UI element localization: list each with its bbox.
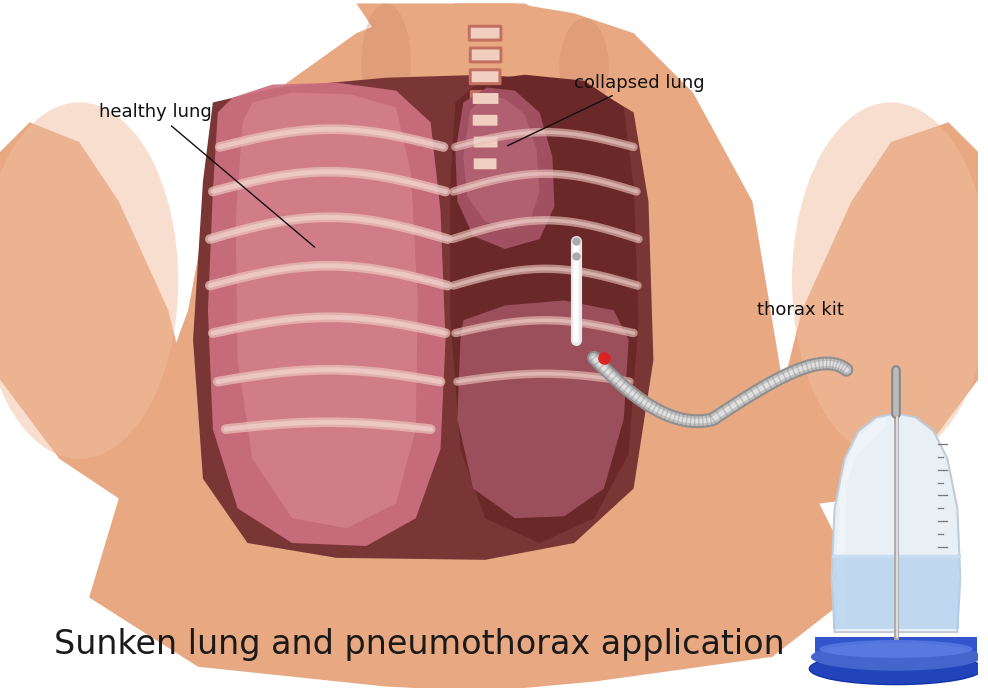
- Polygon shape: [815, 637, 977, 657]
- Ellipse shape: [809, 653, 983, 685]
- Polygon shape: [773, 122, 978, 509]
- FancyBboxPatch shape: [469, 112, 501, 129]
- FancyBboxPatch shape: [471, 71, 499, 82]
- Polygon shape: [207, 83, 446, 546]
- Text: healthy lung: healthy lung: [99, 104, 315, 247]
- Polygon shape: [455, 88, 554, 249]
- FancyBboxPatch shape: [472, 115, 498, 126]
- Polygon shape: [0, 122, 198, 509]
- Polygon shape: [837, 417, 886, 627]
- Polygon shape: [833, 556, 959, 629]
- FancyBboxPatch shape: [470, 133, 501, 151]
- Ellipse shape: [792, 102, 988, 459]
- FancyBboxPatch shape: [473, 137, 498, 147]
- FancyBboxPatch shape: [470, 155, 500, 172]
- Polygon shape: [235, 93, 418, 528]
- Polygon shape: [451, 75, 638, 543]
- Text: thorax kit: thorax kit: [758, 301, 844, 319]
- Text: collapsed lung: collapsed lung: [508, 74, 704, 146]
- Ellipse shape: [362, 3, 411, 122]
- FancyBboxPatch shape: [469, 90, 502, 107]
- FancyBboxPatch shape: [470, 28, 500, 39]
- Polygon shape: [89, 3, 862, 691]
- Polygon shape: [832, 413, 960, 632]
- FancyBboxPatch shape: [473, 158, 497, 169]
- FancyBboxPatch shape: [472, 93, 499, 104]
- Polygon shape: [193, 75, 653, 560]
- FancyBboxPatch shape: [468, 68, 502, 85]
- Ellipse shape: [0, 102, 178, 459]
- Ellipse shape: [819, 640, 972, 658]
- FancyBboxPatch shape: [468, 46, 503, 64]
- Ellipse shape: [811, 643, 981, 671]
- FancyBboxPatch shape: [467, 25, 503, 41]
- Polygon shape: [463, 97, 539, 229]
- Polygon shape: [357, 3, 604, 142]
- FancyBboxPatch shape: [471, 50, 500, 60]
- Text: Sunken lung and pneumothorax application: Sunken lung and pneumothorax application: [54, 629, 785, 661]
- Polygon shape: [457, 301, 628, 518]
- Ellipse shape: [559, 18, 609, 117]
